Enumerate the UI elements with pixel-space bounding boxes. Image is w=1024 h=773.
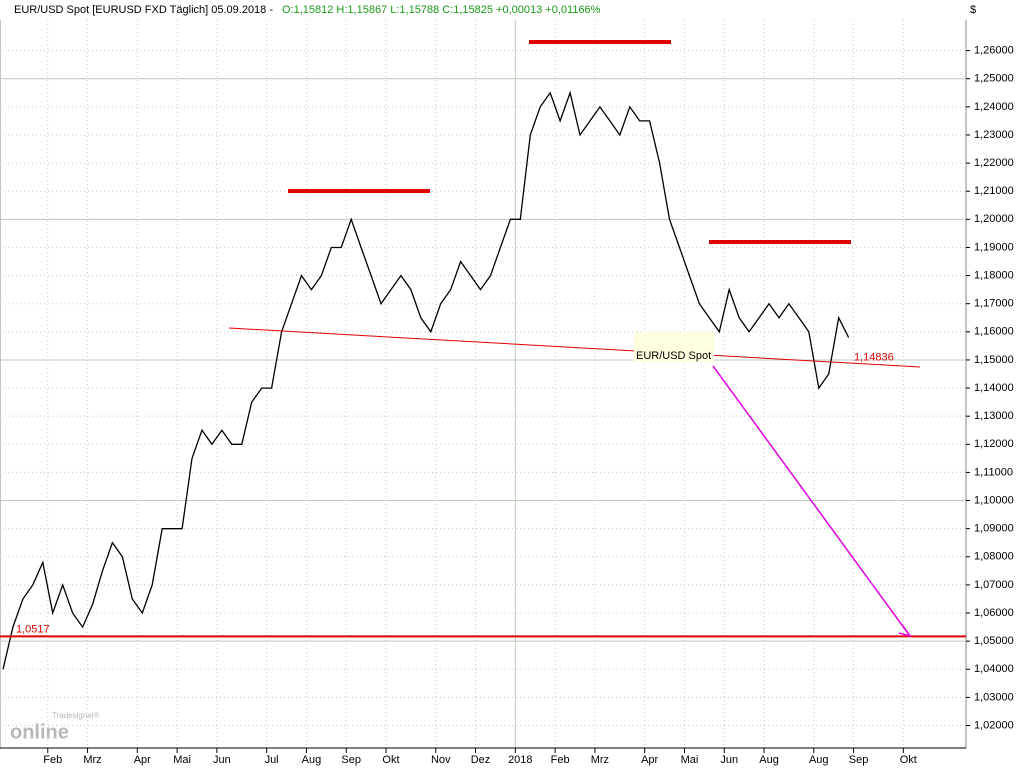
x-tick-label: Aug — [809, 754, 829, 766]
x-tick-label: Sep — [849, 754, 869, 766]
x-tick-label: Mrz — [83, 754, 101, 766]
y-tick-label: 1,11000 — [974, 466, 1013, 478]
x-tick-label: Nov — [431, 754, 451, 766]
x-tick-label: Apr — [134, 754, 151, 766]
y-tick-label: 1,18000 — [974, 269, 1014, 281]
header-quote: O:1,15812 H:1,15867 L:1,15788 C:1,15825 … — [282, 4, 601, 16]
y-tick-label: 1,03000 — [974, 691, 1014, 703]
y-tick-label: 1,23000 — [974, 129, 1014, 141]
y-tick-label: 1,25000 — [974, 73, 1014, 85]
y-tick-label: 1,17000 — [974, 298, 1014, 310]
x-tick-label: Dez — [471, 754, 491, 766]
x-tick-label: Aug — [759, 754, 779, 766]
y-tick-label: 1,20000 — [974, 213, 1014, 225]
y-tick-label: 1,26000 — [974, 45, 1014, 57]
y-tick-label: 1,21000 — [974, 185, 1014, 197]
level-label: 1,0517 — [16, 623, 50, 635]
price-line — [2, 90, 850, 670]
x-tick-label: Apr — [641, 754, 658, 766]
series-label: EUR/USD Spot — [636, 350, 711, 362]
y-tick-label: 1,14000 — [974, 382, 1014, 394]
header-title: EUR/USD Spot [EURUSD FXD Täglich] 05.09.… — [14, 4, 273, 16]
arrow-head — [898, 625, 912, 638]
y-tick-label: 1,04000 — [974, 663, 1014, 675]
target-arrow — [712, 365, 911, 637]
x-tick-label: Aug — [302, 754, 322, 766]
x-tick-label: Sep — [341, 754, 361, 766]
x-tick-label: Mai — [681, 754, 699, 766]
y-tick-label: 1,24000 — [974, 101, 1014, 113]
y-tick-label: 1,16000 — [974, 326, 1014, 338]
level-label: 1,14836 — [854, 351, 894, 363]
x-tick-label: Jun — [213, 754, 231, 766]
y-tick-label: 1,02000 — [974, 719, 1014, 731]
x-tick-label: Mai — [173, 754, 191, 766]
y-tick-label: 1,15000 — [974, 354, 1014, 366]
y-tick-label: 1,12000 — [974, 438, 1014, 450]
x-tick-label: Feb — [551, 754, 570, 766]
currency: $ — [970, 4, 976, 16]
y-tick-label: 1,13000 — [974, 410, 1014, 422]
y-tick-label: 1,10000 — [974, 494, 1014, 506]
x-tick-label: Jun — [720, 754, 738, 766]
x-tick-label: 2018 — [508, 754, 532, 766]
y-tick-label: 1,07000 — [974, 579, 1014, 591]
x-tick-label: Jul — [265, 754, 279, 766]
y-tick-label: 1,08000 — [974, 551, 1014, 563]
header-bg — [0, 0, 1024, 20]
x-tick-label: Okt — [900, 754, 917, 766]
x-tick-label: Feb — [43, 754, 62, 766]
y-tick-label: 1,19000 — [974, 241, 1014, 253]
x-tick-label: Okt — [382, 754, 399, 766]
plot-area — [0, 0, 967, 749]
y-tick-label: 1,05000 — [974, 635, 1014, 647]
y-tick-label: 1,06000 — [974, 607, 1014, 619]
label-box — [634, 332, 714, 362]
neckline — [228, 327, 921, 368]
x-tick-label: Mrz — [591, 754, 609, 766]
y-tick-label: 1,22000 — [974, 157, 1014, 169]
logo: online — [10, 721, 69, 743]
y-tick-label: 1,09000 — [974, 523, 1014, 535]
logo-brand: Tradesignal® — [52, 711, 100, 720]
